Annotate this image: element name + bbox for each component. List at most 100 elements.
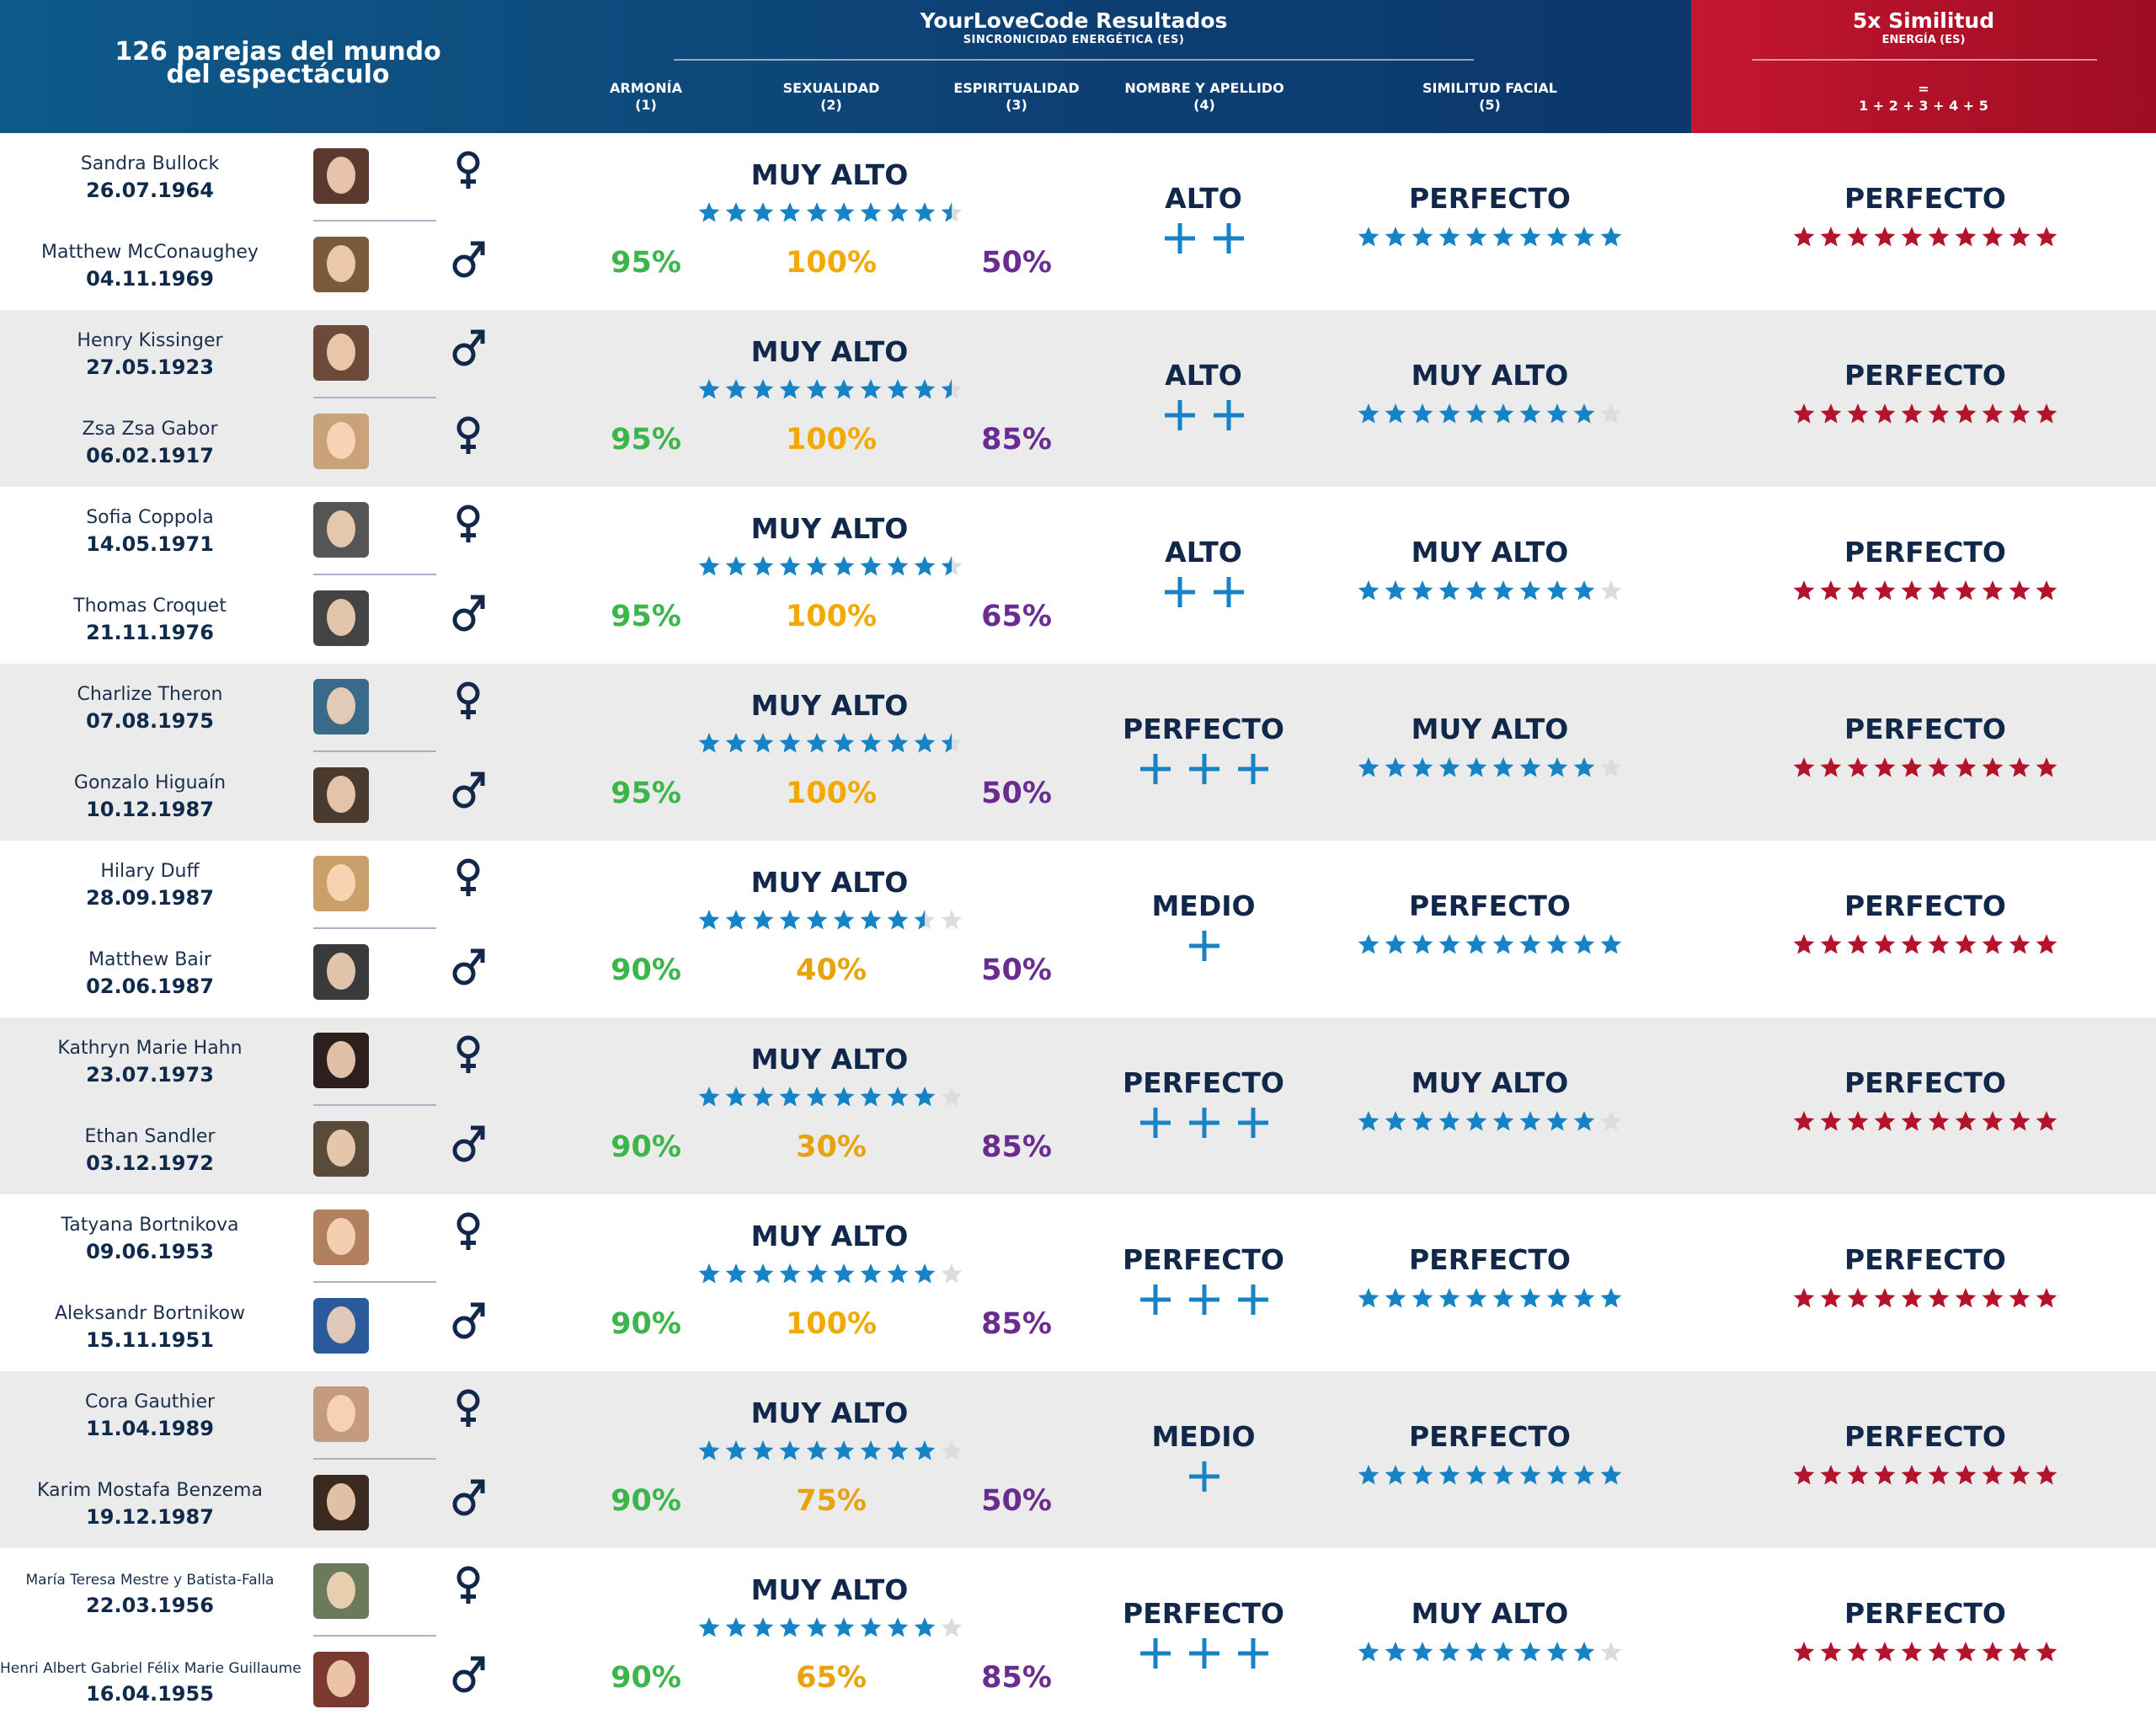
- star-icon: [2036, 403, 2057, 424]
- name-score-plus-signs: [1189, 931, 1219, 961]
- star-icon: [1546, 403, 1568, 424]
- star-icon: [2009, 934, 2031, 954]
- espiritualidad-value: 50%: [981, 1484, 1052, 1518]
- similitud-facial-label: PERFECTO: [1408, 889, 1571, 922]
- star-icon: [1492, 403, 1514, 424]
- star-icon: [1385, 1288, 1406, 1308]
- star-icon: [860, 1617, 882, 1637]
- total-similarity-label: PERFECTO: [1844, 1066, 2006, 1099]
- espiritualidad-value: 85%: [981, 1130, 1052, 1164]
- star-icon: [806, 1263, 828, 1284]
- star-icon: [806, 379, 828, 399]
- star-icon: [779, 379, 801, 399]
- female-symbol-icon: [451, 1565, 485, 1607]
- star-icon: [2036, 1465, 2057, 1485]
- armonia-value: 95%: [611, 600, 681, 633]
- star-icon: [1519, 227, 1541, 247]
- star-icon: [1519, 1465, 1541, 1485]
- star-icon: [2009, 403, 2031, 424]
- star-icon: [1600, 580, 1622, 601]
- column-header-armonia: ARMONÍA (1): [610, 80, 682, 113]
- plus-icon: [1165, 577, 1195, 607]
- person-photo: [313, 944, 369, 1000]
- star-icon: [1438, 1465, 1460, 1485]
- sexualidad-value: 100%: [785, 423, 878, 457]
- star-icon: [860, 202, 882, 222]
- plus-icon: [1238, 1108, 1268, 1138]
- similitud-facial-stars: [1358, 1642, 1622, 1662]
- sexualidad-label: MUY ALTO: [750, 1397, 909, 1429]
- star-icon: [1358, 227, 1380, 247]
- person-photo: [313, 1121, 369, 1177]
- armonia-value: 90%: [611, 1661, 681, 1695]
- star-icon: [887, 379, 909, 399]
- star-icon: [941, 1440, 963, 1461]
- star-icon: [860, 910, 882, 930]
- star-icon: [779, 1087, 801, 1107]
- star-icon: [1928, 1465, 1950, 1485]
- star-icon: [1438, 1111, 1460, 1131]
- nombre-label: ALTO: [1165, 182, 1242, 215]
- espiritualidad-value: 65%: [981, 600, 1052, 633]
- armonia-value: 95%: [611, 423, 681, 457]
- star-icon: [725, 733, 747, 753]
- star-icon: [1874, 934, 1896, 954]
- star-icon: [1546, 934, 1568, 954]
- person-name: Henry Kissinger: [77, 330, 223, 351]
- person-name: Matthew Bair: [88, 949, 211, 970]
- total-similarity-label: PERFECTO: [1844, 359, 2006, 392]
- birth-date: 21.11.1976: [86, 621, 214, 644]
- name-score-plus-signs: [1140, 1284, 1268, 1315]
- person-photo: [313, 1033, 369, 1088]
- nombre-label: PERFECTO: [1122, 713, 1284, 745]
- star-icon: [1385, 403, 1406, 424]
- star-icon: [1573, 1642, 1595, 1662]
- star-icon: [1358, 757, 1380, 777]
- espiritualidad-value: 85%: [981, 1307, 1052, 1341]
- female-symbol-icon: [451, 1388, 485, 1430]
- couple-row: Kathryn Marie Hahn 23.07.1973 Ethan Sandle…: [0, 1017, 2156, 1194]
- formula-sum: 1 + 2 + 3 + 4 + 5: [1859, 98, 1988, 114]
- pair-divider: [313, 750, 436, 752]
- similarity-formula: = 1 + 2 + 3 + 4 + 5: [1691, 81, 2156, 115]
- star-icon: [1874, 1465, 1896, 1485]
- similitud-facial-stars: [1358, 227, 1622, 247]
- star-icon: [914, 733, 936, 753]
- star-icon: [941, 379, 963, 399]
- star-icon: [860, 379, 882, 399]
- star-icon: [1465, 1465, 1487, 1485]
- star-icon: [779, 202, 801, 222]
- star-icon: [887, 556, 909, 576]
- star-icon: [887, 1440, 909, 1461]
- sexualidad-value: 100%: [785, 246, 878, 280]
- star-icon: [1847, 580, 1869, 601]
- sexualidad-stars: [698, 910, 963, 930]
- star-icon: [1492, 934, 1514, 954]
- star-icon: [806, 1087, 828, 1107]
- star-icon: [1820, 1111, 1842, 1131]
- star-icon: [2036, 1642, 2057, 1662]
- couple-row: Hilary Duff 28.09.1987 Matthew Bair 02.06.1…: [0, 841, 2156, 1017]
- female-symbol-icon: [451, 857, 485, 900]
- nombre-label: ALTO: [1165, 536, 1242, 569]
- star-icon: [1793, 1111, 1815, 1131]
- sexualidad-label: MUY ALTO: [750, 1573, 909, 1606]
- star-icon: [2036, 934, 2057, 954]
- couple-row: Charlize Theron 07.08.1975 Gonzalo Higuaín…: [0, 664, 2156, 841]
- star-icon: [1847, 403, 1869, 424]
- star-icon: [1793, 403, 1815, 424]
- person-photo: [313, 590, 369, 646]
- star-icon: [914, 1617, 936, 1637]
- star-icon: [1928, 1111, 1950, 1131]
- star-icon: [887, 1617, 909, 1637]
- plus-icon: [1189, 1461, 1219, 1492]
- star-icon: [752, 1087, 774, 1107]
- star-icon: [806, 1440, 828, 1461]
- person-photo: [313, 1475, 369, 1530]
- star-icon: [725, 556, 747, 576]
- plus-icon: [1189, 1284, 1219, 1315]
- star-icon: [1847, 227, 1869, 247]
- star-icon: [1955, 934, 1977, 954]
- star-icon: [698, 202, 720, 222]
- star-icon: [1847, 1642, 1869, 1662]
